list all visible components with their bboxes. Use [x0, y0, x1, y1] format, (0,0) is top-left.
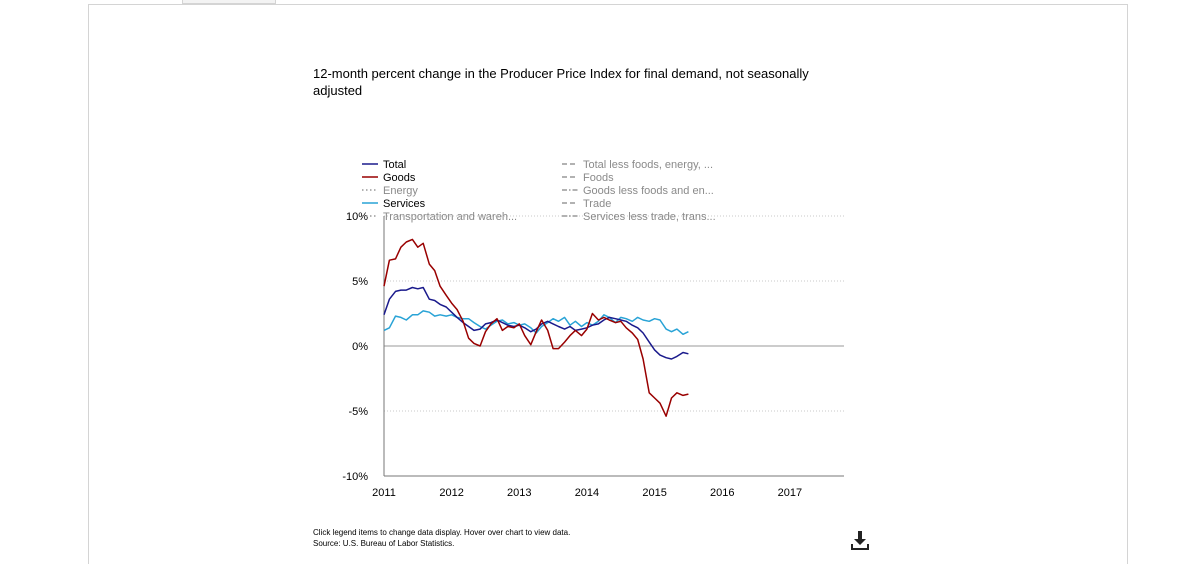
x-tick-label: 2013: [507, 487, 531, 499]
grid: [384, 215, 844, 412]
legend-item[interactable]: Goods: [362, 172, 416, 184]
legend-label: Trade: [583, 198, 611, 210]
legend-item[interactable]: Foods: [562, 172, 614, 184]
series-lines[interactable]: [383, 238, 689, 417]
legend-item[interactable]: Total: [362, 159, 406, 171]
y-tick-label: 0%: [352, 341, 368, 353]
legend-label: Transportation and wareh...: [383, 211, 517, 223]
legend-item[interactable]: Services: [362, 198, 426, 210]
chart-title: 12-month percent change in the Producer …: [313, 66, 809, 98]
download-icon[interactable]: [849, 529, 871, 551]
legend-item[interactable]: Transportation and wareh...: [362, 211, 517, 223]
legend-item[interactable]: Total less foods, energy, ...: [562, 159, 713, 171]
legend-item[interactable]: Energy: [362, 185, 418, 197]
legend-label: Energy: [383, 185, 418, 197]
x-tick-label: 2016: [710, 487, 734, 499]
series-line-goods[interactable]: [383, 238, 689, 417]
legend-label: Total: [383, 159, 406, 171]
notes-instructions: Click legend items to change data displa…: [313, 528, 571, 537]
chart-panel: [88, 4, 1128, 564]
legend-label: Services less trade, trans...: [583, 211, 716, 223]
series-line-total[interactable]: [383, 286, 689, 360]
axes: 10% 5% 0% -5% -10% 2011 2012 2013 2014 2015 2016 20…: [342, 211, 844, 499]
y-tick-label: -10%: [342, 471, 368, 483]
y-tick-label: 10%: [346, 211, 368, 223]
x-tick-label: 2012: [439, 487, 463, 499]
x-tick-label: 2014: [575, 487, 599, 499]
y-tick-label: -5%: [348, 406, 368, 418]
legend-item[interactable]: Services less trade, trans...: [562, 211, 716, 223]
x-tick-label: 2017: [778, 487, 802, 499]
legend-label: Services: [383, 198, 426, 210]
legend-label: Total less foods, energy, ...: [583, 159, 713, 171]
top-tab[interactable]: [182, 0, 276, 4]
notes-source: Source: U.S. Bureau of Labor Statistics.: [313, 539, 455, 548]
legend-label: Goods: [383, 172, 416, 184]
chart-notes: Click legend items to change data displa…: [313, 527, 570, 549]
x-tick-label: 2015: [642, 487, 666, 499]
legend-item[interactable]: Goods less foods and en...: [562, 185, 714, 197]
legend-label: Foods: [583, 172, 614, 184]
legend-label: Goods less foods and en...: [583, 185, 714, 197]
y-tick-label: 5%: [352, 276, 368, 288]
x-tick-label: 2011: [372, 487, 396, 499]
legend-item[interactable]: Trade: [562, 198, 611, 210]
